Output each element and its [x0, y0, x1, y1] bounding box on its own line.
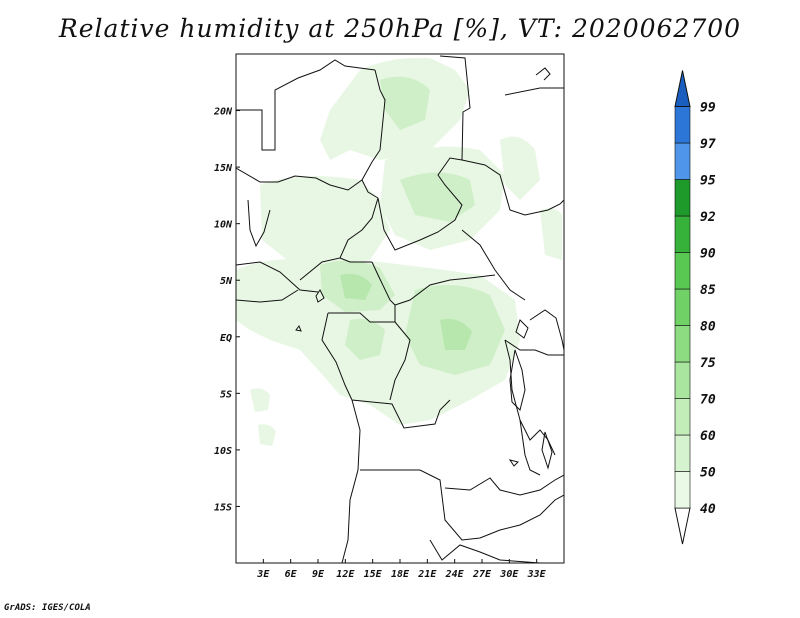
colorbar-label: 92 [700, 210, 716, 225]
colorbar-legend: 40 50 60 70 75 80 85 90 92 95 97 99 [674, 70, 716, 545]
x-tick-label: 15E [364, 569, 383, 580]
colorbar-segment [674, 434, 691, 472]
y-tick-label: 15N [214, 163, 233, 174]
lake-outline [509, 349, 526, 411]
colorbar-label: 95 [700, 174, 716, 189]
colorbar-label: 50 [700, 466, 716, 481]
colorbar-label: 70 [700, 393, 716, 408]
border-line [461, 159, 564, 216]
border-line [504, 339, 556, 456]
border-line [247, 199, 271, 248]
humidity-area [260, 176, 390, 270]
map-title: Relative humidity at 250hPa [%], VT: 202… [58, 14, 742, 43]
humidity-area [340, 273, 372, 300]
colorbar-lower-arrow [674, 507, 691, 545]
humidity-area [440, 318, 472, 350]
border-line [328, 305, 396, 323]
humidity-area [345, 318, 385, 360]
y-tick-label: 15S [214, 502, 232, 513]
border-line [499, 494, 564, 531]
x-tick-label: 6E [285, 569, 298, 580]
island-outline [508, 459, 519, 467]
humidity-shading [236, 57, 562, 446]
colorbar-segment [674, 142, 691, 180]
lake-outline [541, 431, 553, 470]
y-tick-label: 20N [213, 107, 233, 118]
y-tick-label: 5N [220, 276, 233, 287]
border-line [389, 321, 411, 401]
x-tick-label: 21E [417, 569, 437, 580]
grads-credit: GrADS: IGES/COLA [4, 603, 91, 613]
x-tick-label: 3E [256, 569, 270, 580]
colorbar-label: 85 [700, 283, 716, 298]
x-tick-label: 30E [499, 569, 519, 580]
humidity-area [500, 136, 540, 200]
border-line [361, 69, 386, 181]
border-line [439, 55, 471, 161]
country-borders [236, 55, 564, 563]
humidity-area [250, 388, 270, 412]
humidity-area [258, 424, 276, 446]
colorbar-segment [674, 325, 691, 363]
border-line [341, 399, 361, 563]
y-tick-label: 10N [214, 220, 233, 231]
border-line [339, 257, 372, 263]
border-line [529, 309, 564, 351]
coastline [236, 289, 299, 303]
border-line [236, 261, 319, 293]
x-tick-label: 9E [312, 569, 325, 580]
border-line [299, 197, 379, 281]
island-outline [295, 324, 302, 332]
x-tick-label: 12E [336, 569, 355, 580]
colorbar-segment [674, 361, 691, 399]
border-line [371, 261, 496, 306]
humidity-area [400, 172, 475, 222]
lake-outline [515, 319, 529, 339]
island-outline [315, 289, 325, 303]
border-line [429, 539, 541, 563]
colorbar-segment [674, 252, 691, 290]
colorbar-segment [674, 215, 691, 253]
border-line [236, 59, 376, 151]
x-tick-label: 33E [527, 569, 547, 580]
y-tick-label: 5S [220, 389, 232, 400]
colorbar-segment [674, 471, 691, 509]
border-line [535, 67, 551, 81]
colorbar-label: 90 [700, 247, 716, 262]
border-line [461, 229, 526, 301]
colorbar-segment [674, 398, 691, 436]
border-line [360, 469, 501, 541]
colorbar-label: 99 [700, 101, 716, 116]
x-tick-label: 18E [391, 569, 410, 580]
x-axis: 3E 6E 9E 12E 15E 18E 21E 24E 27E 30E 33E [256, 559, 547, 580]
border-line [377, 157, 463, 251]
border-line [236, 167, 379, 199]
y-tick-label: 10S [214, 446, 232, 457]
colorbar-label: 60 [700, 429, 716, 444]
y-axis: 20N 15N 10N 5N EQ 5S 10S 15S [213, 107, 240, 513]
colorbar-label: 40 [700, 502, 716, 517]
border-line [321, 312, 451, 429]
y-tick-label: EQ [220, 333, 232, 344]
border-line [519, 419, 541, 476]
humidity-area [380, 76, 430, 130]
border-line [504, 87, 564, 96]
colorbar-segment [674, 179, 691, 217]
colorbar-label: 97 [700, 137, 716, 152]
colorbar-label: 80 [700, 320, 716, 335]
border-line [444, 474, 564, 496]
colorbar-segment [674, 106, 691, 144]
colorbar-upper-arrow [674, 70, 691, 107]
humidity-area [540, 208, 562, 260]
border-line [504, 339, 564, 356]
colorbar-segment [674, 288, 691, 326]
x-tick-label: 27E [472, 569, 492, 580]
x-tick-label: 24E [445, 569, 465, 580]
colorbar-label: 75 [700, 356, 716, 371]
